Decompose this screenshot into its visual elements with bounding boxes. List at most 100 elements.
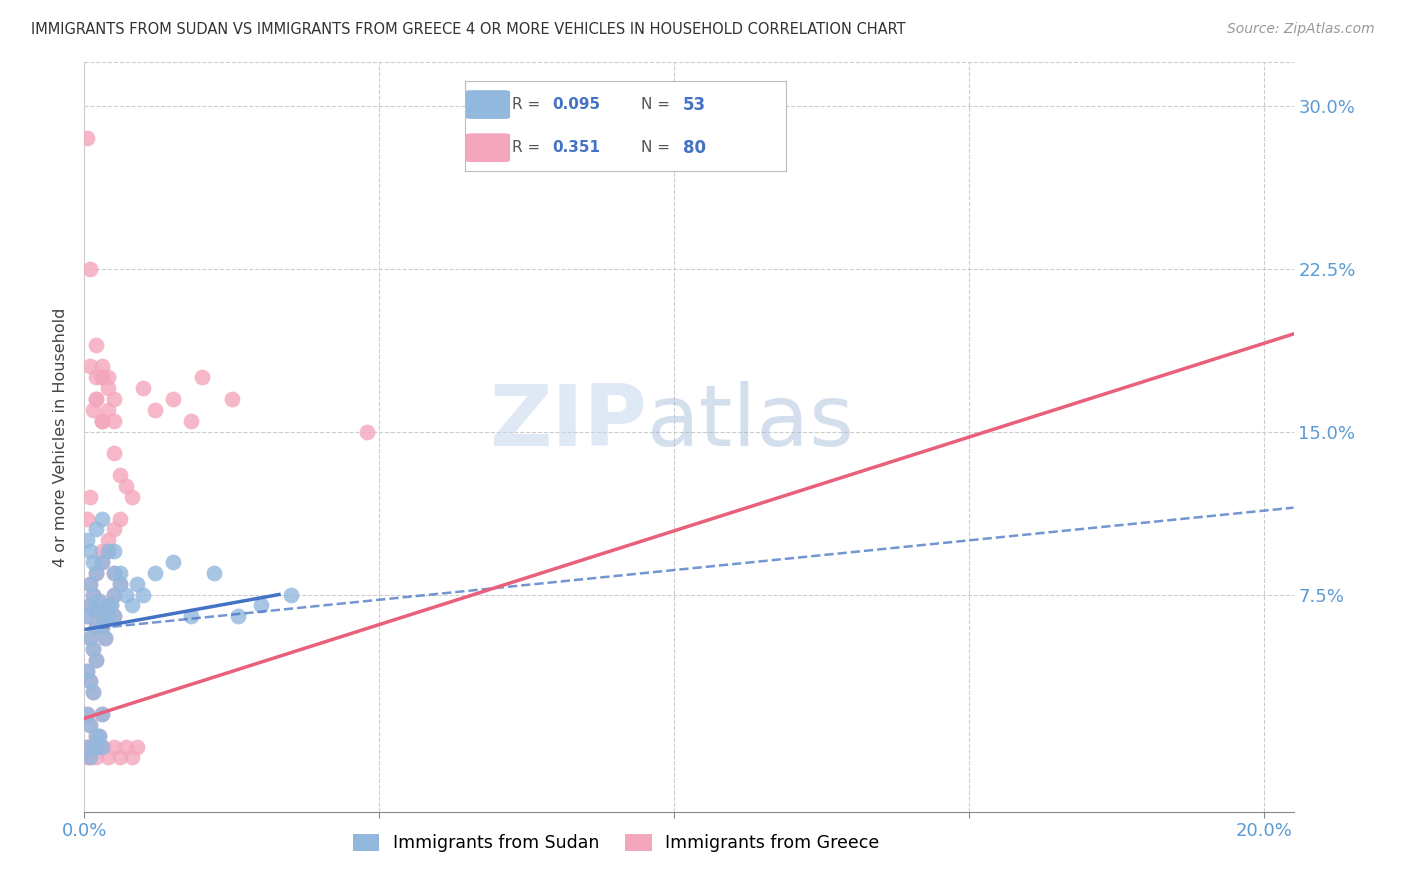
- Text: ZIP: ZIP: [489, 381, 647, 464]
- Point: [121, 750, 143, 764]
- Point: [76, 664, 98, 678]
- Point: [91, 609, 114, 624]
- Point: [97, 403, 120, 417]
- Point: [79, 490, 101, 504]
- Point: [76, 533, 98, 548]
- Point: [91, 370, 114, 384]
- Point: [82, 685, 104, 699]
- Point: [97, 544, 120, 558]
- Point: [103, 588, 125, 602]
- Point: [84, 338, 107, 352]
- Point: [84, 392, 107, 406]
- Y-axis label: 4 or more Vehicles in Household: 4 or more Vehicles in Household: [53, 308, 69, 566]
- Point: [91, 609, 114, 624]
- Point: [79, 718, 101, 732]
- Point: [103, 588, 125, 602]
- Point: [79, 631, 101, 645]
- Point: [97, 370, 120, 384]
- Point: [79, 718, 101, 732]
- Point: [79, 674, 101, 689]
- Point: [87, 729, 110, 743]
- Point: [103, 522, 125, 536]
- Point: [87, 729, 110, 743]
- Point: [103, 392, 125, 406]
- Text: IMMIGRANTS FROM SUDAN VS IMMIGRANTS FROM GREECE 4 OR MORE VEHICLES IN HOUSEHOLD : IMMIGRANTS FROM SUDAN VS IMMIGRANTS FROM…: [31, 22, 905, 37]
- Point: [127, 576, 149, 591]
- Point: [356, 425, 378, 439]
- Point: [180, 609, 202, 624]
- Point: [91, 414, 114, 428]
- Point: [191, 370, 214, 384]
- Point: [84, 522, 107, 536]
- Point: [76, 131, 98, 145]
- Point: [91, 620, 114, 634]
- Point: [84, 729, 107, 743]
- Point: [79, 631, 101, 645]
- Point: [94, 631, 117, 645]
- Point: [132, 381, 155, 395]
- Point: [79, 576, 101, 591]
- Point: [100, 599, 122, 613]
- Point: [180, 414, 202, 428]
- Point: [82, 588, 104, 602]
- Point: [114, 588, 136, 602]
- Point: [84, 653, 107, 667]
- Point: [280, 588, 302, 602]
- Text: atlas: atlas: [647, 381, 855, 464]
- Point: [76, 739, 98, 754]
- Point: [91, 511, 114, 525]
- Point: [82, 555, 104, 569]
- Point: [108, 511, 131, 525]
- Point: [79, 750, 101, 764]
- Point: [97, 599, 120, 613]
- Point: [76, 706, 98, 721]
- Point: [91, 414, 114, 428]
- Point: [82, 403, 104, 417]
- Point: [103, 544, 125, 558]
- Point: [87, 594, 110, 608]
- Point: [103, 566, 125, 580]
- Point: [91, 620, 114, 634]
- Point: [143, 403, 166, 417]
- Point: [108, 576, 131, 591]
- Point: [121, 490, 143, 504]
- Point: [162, 555, 184, 569]
- Point: [84, 739, 107, 754]
- Point: [103, 739, 125, 754]
- Point: [84, 653, 107, 667]
- Point: [87, 594, 110, 608]
- Point: [132, 588, 155, 602]
- Point: [162, 392, 184, 406]
- Point: [76, 609, 98, 624]
- Point: [79, 261, 101, 276]
- Point: [91, 370, 114, 384]
- Point: [250, 599, 273, 613]
- Point: [97, 599, 120, 613]
- Point: [97, 750, 120, 764]
- Point: [97, 609, 120, 624]
- Point: [84, 620, 107, 634]
- Point: [79, 576, 101, 591]
- Point: [82, 641, 104, 656]
- Point: [221, 392, 243, 406]
- Point: [91, 555, 114, 569]
- Point: [79, 750, 101, 764]
- Point: [103, 566, 125, 580]
- Point: [76, 664, 98, 678]
- Point: [79, 359, 101, 374]
- Point: [84, 750, 107, 764]
- Point: [91, 359, 114, 374]
- Point: [79, 739, 101, 754]
- Point: [94, 631, 117, 645]
- Point: [82, 641, 104, 656]
- Point: [103, 414, 125, 428]
- Point: [84, 566, 107, 580]
- Point: [100, 599, 122, 613]
- Point: [108, 750, 131, 764]
- Point: [82, 588, 104, 602]
- Point: [114, 739, 136, 754]
- Point: [108, 576, 131, 591]
- Point: [103, 446, 125, 460]
- Point: [79, 544, 101, 558]
- Point: [97, 533, 120, 548]
